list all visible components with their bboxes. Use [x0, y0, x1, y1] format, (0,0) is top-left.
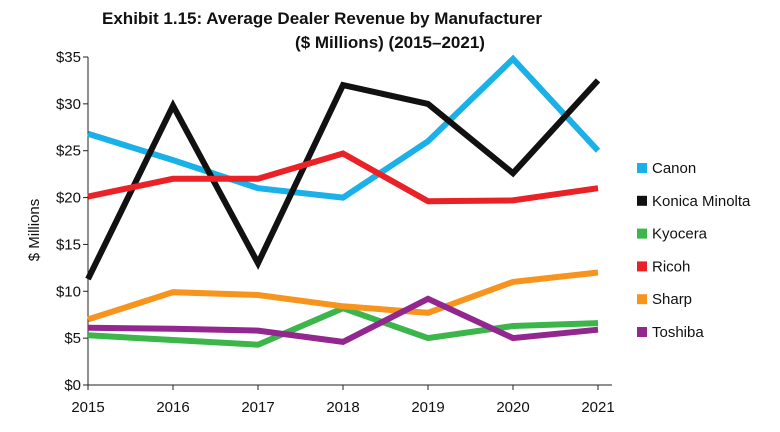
legend-swatch-ricoh: [637, 261, 647, 272]
legend-swatch-canon: [637, 163, 647, 173]
series-line-konica-minolta: [85, 78, 601, 281]
legend-swatch-kyocera: [637, 228, 647, 239]
series-line-sharp: [87, 269, 599, 323]
x-tick-label: 2016: [156, 399, 189, 416]
legend-label-konica-minolta: Konica Minolta: [652, 193, 751, 210]
x-tick-label: 2018: [326, 399, 359, 416]
y-tick-label: $15: [56, 236, 81, 253]
series-line-toshiba: [87, 295, 599, 345]
y-tick-label: $0: [64, 377, 81, 394]
x-tick-label: 2021: [581, 399, 614, 416]
y-axis-label: $ Millions: [26, 199, 43, 262]
legend-label-canon: Canon: [652, 160, 696, 177]
legend-label-toshiba: Toshiba: [652, 324, 704, 341]
legend-label-kyocera: Kyocera: [652, 226, 708, 243]
y-tick-label: $10: [56, 283, 81, 300]
y-tick-label: $5: [64, 330, 81, 347]
legend-swatch-sharp: [637, 294, 647, 305]
legend-swatch-toshiba: [637, 327, 647, 337]
chart-subtitle: ($ Millions) (2015–2021): [295, 33, 485, 52]
legend-label-sharp: Sharp: [652, 291, 692, 308]
y-tick-label: $35: [56, 49, 81, 66]
x-tick-label: 2020: [496, 399, 529, 416]
y-tick-label: $30: [56, 96, 81, 113]
series-line-ricoh: [87, 150, 599, 205]
series-layer: [85, 54, 601, 348]
x-tick-label: 2017: [241, 399, 274, 416]
y-tick-label: $25: [56, 143, 81, 160]
y-tick-label: $20: [56, 190, 81, 207]
axes: $0 $5 $10 $15 $20 $25 $30 $35 2015 2016 2017 2018 20…: [56, 49, 615, 416]
legend-swatch-konica-minolta: [637, 195, 647, 206]
x-tick-label: 2015: [71, 399, 104, 416]
legend: Canon Konica Minolta Kyocera Ricoh Sharp Tosh…: [637, 160, 751, 341]
chart-title: Exhibit 1.15: Average Dealer Revenue by …: [102, 9, 542, 28]
series-line-canon: [87, 54, 601, 201]
legend-label-ricoh: Ricoh: [652, 258, 690, 275]
x-tick-label: 2019: [411, 399, 444, 416]
